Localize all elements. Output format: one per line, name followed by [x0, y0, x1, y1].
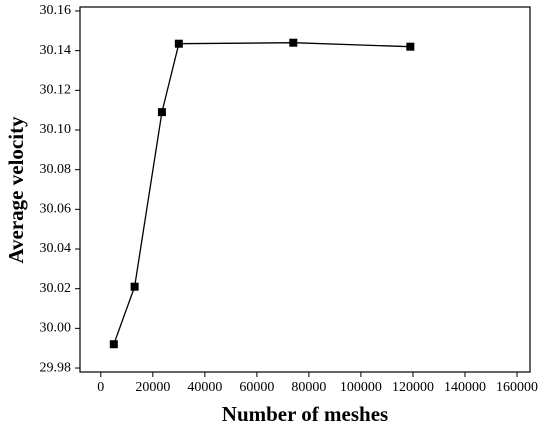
y-axis-title: Average velocity: [4, 116, 28, 264]
plot-frame: [79, 6, 531, 373]
y-tick-label: 30.04: [40, 241, 72, 256]
x-tick-label: 60000: [239, 380, 274, 395]
x-tick-label: 40000: [187, 380, 222, 395]
data-point: [157, 108, 166, 117]
y-tick-label: 30.14: [40, 43, 72, 58]
data-point: [109, 340, 118, 349]
x-axis-title: Number of meshes: [222, 402, 388, 426]
y-tick-label: 30.08: [40, 162, 72, 177]
x-tick-label: 140000: [444, 380, 486, 395]
data-point: [130, 282, 139, 291]
y-tick-label: 30.02: [40, 281, 72, 296]
x-tick-label: 0: [97, 380, 104, 395]
data-point: [289, 38, 298, 47]
x-tick-label: 20000: [135, 380, 170, 395]
x-tick-label: 160000: [496, 380, 538, 395]
y-tick-label: 30.12: [40, 83, 72, 98]
x-tick-label: 100000: [340, 380, 382, 395]
y-tick-label: 30.10: [40, 122, 72, 137]
x-tick-label: 120000: [392, 380, 434, 395]
data-point: [174, 39, 183, 48]
y-tick-label: 30.06: [40, 202, 72, 217]
y-tick-label: 30.00: [40, 321, 72, 336]
y-tick-label: 30.16: [40, 3, 72, 18]
y-tick-label: 29.98: [40, 360, 72, 375]
data-line: [113, 42, 411, 345]
data-point: [406, 42, 415, 51]
x-tick-label: 80000: [291, 380, 326, 395]
